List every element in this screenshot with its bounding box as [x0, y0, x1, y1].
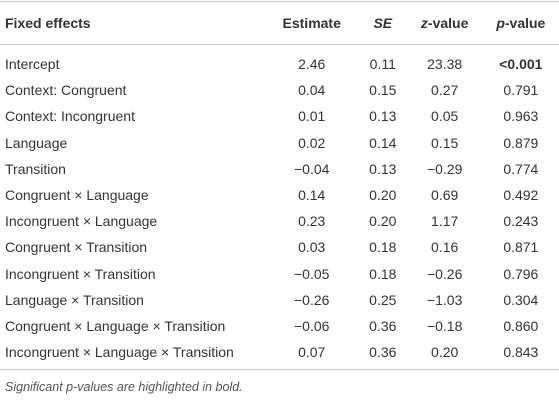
- table-header: Fixed effects Estimate SE z-value p-value: [0, 1, 559, 45]
- cell: 0.02: [298, 134, 326, 151]
- cell: 0.03: [298, 239, 326, 256]
- cell: −1.03: [426, 291, 463, 308]
- row-label: Context: Incongruent: [5, 108, 135, 125]
- table-row: Language 0.02 0.14 0.15 0.879: [0, 130, 559, 156]
- cell: 0.07: [264, 339, 359, 371]
- cell: 0.23: [298, 213, 326, 230]
- cell: 0.14: [369, 134, 397, 151]
- cell: −0.05: [293, 265, 330, 282]
- cell: 0.13: [369, 108, 397, 125]
- row-label: Transition: [5, 160, 66, 177]
- row-label: Context: Congruent: [5, 82, 127, 99]
- cell: 0.36: [358, 339, 407, 371]
- cell: 1.17: [431, 213, 459, 230]
- cell: 0.16: [431, 239, 459, 256]
- cell: 0.36: [369, 317, 397, 334]
- cell: −0.26: [293, 291, 330, 308]
- table-row: Incongruent × Language × Transition 0.07 0…: [0, 339, 559, 371]
- table-row: Intercept 2.46 0.11 23.38 <0.001: [0, 45, 559, 78]
- column-header: Fixed effects: [0, 1, 265, 45]
- cell: −0.06: [293, 317, 330, 334]
- cell: 0.69: [431, 187, 459, 204]
- cell: 0.492: [503, 187, 539, 204]
- table-row: Transition −0.04 0.13 −0.29 0.774: [0, 156, 559, 182]
- table-row: Congruent × Transition 0.03 0.18 0.16 0.871: [0, 234, 559, 260]
- cell: 2.46: [298, 56, 326, 73]
- cell: 0.304: [503, 291, 539, 308]
- row-label: Incongruent × Language: [5, 213, 158, 230]
- cell: 0.243: [503, 213, 539, 230]
- cell: 0.01: [298, 108, 326, 125]
- table-row: Congruent × Language 0.14 0.20 0.69 0.492: [0, 182, 559, 208]
- cell: −0.18: [426, 317, 463, 334]
- cell: 0.774: [503, 160, 539, 177]
- cell: <0.001: [499, 56, 543, 73]
- row-label: Incongruent × Transition: [5, 265, 156, 282]
- cell: 0.871: [503, 239, 539, 256]
- cell: 0.05: [431, 108, 459, 125]
- table-body: Intercept 2.46 0.11 23.38 <0.001 Context: Con…: [0, 45, 559, 371]
- table-row: Incongruent × Transition −0.05 0.18 −0.26 0.…: [0, 261, 559, 287]
- row-label: Congruent × Language × Transition: [5, 317, 226, 334]
- cell: 0.20: [369, 213, 397, 230]
- cell: −0.04: [293, 160, 330, 177]
- cell: 0.20: [369, 187, 397, 204]
- cell: 23.38: [427, 56, 463, 73]
- table-row: Incongruent × Language 0.23 0.20 1.17 0.243: [0, 208, 559, 234]
- cell: 0.13: [369, 160, 397, 177]
- cell: −0.26: [426, 265, 463, 282]
- cell: 0.18: [369, 239, 397, 256]
- header-row: Fixed effects Estimate SE z-value p-value: [0, 1, 559, 45]
- cell: −0.29: [426, 160, 463, 177]
- cell: 0.04: [298, 82, 326, 99]
- cell: 0.860: [503, 317, 539, 334]
- cell: 0.15: [369, 82, 397, 99]
- row-label: Language × Transition: [5, 291, 144, 308]
- cell: 0.791: [503, 82, 539, 99]
- table-row: Context: Incongruent 0.01 0.13 0.05 0.963: [0, 103, 559, 129]
- cell: 0.18: [369, 265, 397, 282]
- table: Fixed effects Estimate SE z-value p-value In…: [0, 1, 559, 371]
- cell: 0.796: [503, 265, 539, 282]
- cell: 0.879: [503, 134, 539, 151]
- cell: 0.963: [503, 108, 539, 125]
- column-header: z-value: [406, 1, 483, 45]
- row-label: Language: [5, 134, 68, 151]
- cell: 0.27: [431, 82, 459, 99]
- cell: 0.843: [482, 339, 559, 371]
- cell: 0.14: [298, 187, 326, 204]
- cell: 0.25: [369, 291, 397, 308]
- column-header: SE: [358, 1, 407, 45]
- table-row: Context: Congruent 0.04 0.15 0.27 0.791: [0, 77, 559, 103]
- cell: 0.15: [431, 134, 459, 151]
- column-header: p-value: [482, 1, 559, 45]
- table-row: Congruent × Language × Transition −0.06 0.…: [0, 313, 559, 339]
- row-label: Intercept: [5, 56, 60, 73]
- row-label: Congruent × Transition: [5, 239, 148, 256]
- cell: 0.11: [369, 56, 396, 73]
- row-label: Congruent × Language: [5, 187, 149, 204]
- cell: 0.20: [406, 339, 483, 371]
- row-label: Incongruent × Language × Transition: [0, 339, 265, 371]
- column-header: Estimate: [264, 1, 359, 45]
- footnote: Significant p-values are highlighted in …: [5, 380, 243, 395]
- table-row: Language × Transition −0.26 0.25 −1.03 0.304: [0, 287, 559, 313]
